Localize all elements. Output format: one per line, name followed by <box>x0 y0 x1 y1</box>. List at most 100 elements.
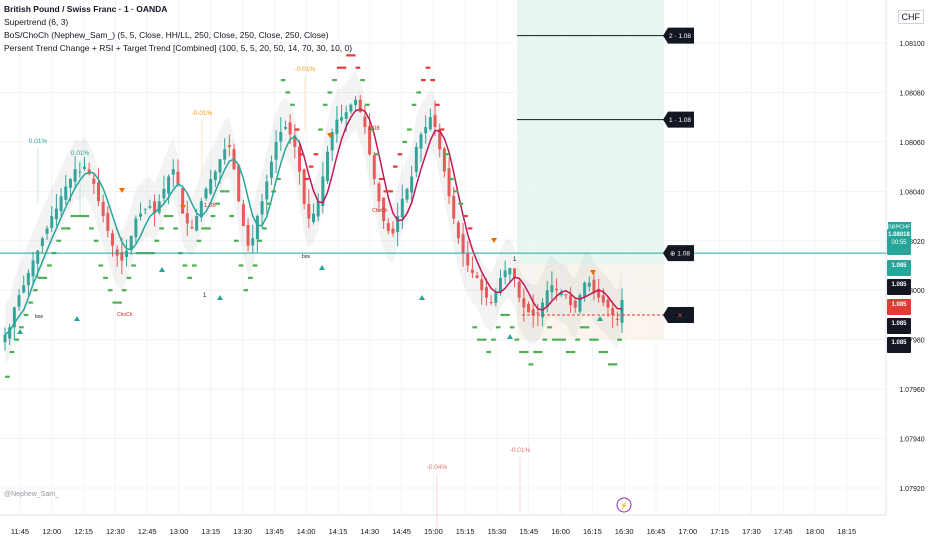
candle-body <box>199 201 203 218</box>
buy-signal-triangle <box>597 316 603 321</box>
candle-body <box>283 127 287 129</box>
symbol-title[interactable]: British Pound / Swiss Franc · 1 · OANDA <box>4 4 168 14</box>
candle-body <box>498 277 502 293</box>
candle-body <box>293 135 297 147</box>
y-tick-label: 1.08000 <box>899 288 924 295</box>
candle-body <box>297 146 301 172</box>
annotation-percent: -0.01% <box>510 447 531 454</box>
candle-body <box>134 218 138 238</box>
candle-body <box>321 176 325 206</box>
candle-body <box>340 117 344 121</box>
candle-body <box>302 169 306 204</box>
x-tick-label: 12:45 <box>138 527 157 536</box>
indicator-supertrend[interactable]: Supertrend (6, 3) <box>4 17 69 27</box>
y-tick-label: 1.08080 <box>899 90 924 97</box>
x-tick-label: 17:15 <box>710 527 729 536</box>
sell-signal-triangle <box>590 270 596 275</box>
lightning-icon[interactable] <box>616 497 632 513</box>
indicator-bos-choch[interactable]: BoS/ChoCh (Nephew_Sam_) (5, 5, Close, HH… <box>4 30 329 40</box>
candle-body <box>522 298 526 308</box>
candle-body <box>382 197 386 221</box>
candle-body <box>251 238 255 246</box>
price-tag[interactable] <box>887 260 911 276</box>
x-tick-label: 15:30 <box>488 527 507 536</box>
candle-body <box>368 126 372 155</box>
candle-body <box>307 204 311 219</box>
x-tick-label: 17:30 <box>742 527 761 536</box>
candle-body <box>354 99 358 105</box>
y-tick-label: 1.07960 <box>899 387 924 394</box>
price-tag[interactable] <box>887 337 911 353</box>
candle-body <box>26 272 30 286</box>
candle-body <box>181 188 185 214</box>
candle-body <box>12 307 16 328</box>
candle-body <box>466 253 470 266</box>
x-tick-label: 15:00 <box>424 527 443 536</box>
candle-body <box>517 281 521 298</box>
candle-body <box>241 204 245 226</box>
candle-body <box>615 318 619 320</box>
candle-body <box>204 188 208 199</box>
price-tag[interactable] <box>887 229 911 255</box>
candle-body <box>40 238 44 247</box>
candle-body <box>438 128 442 150</box>
candle-body <box>527 303 531 313</box>
x-tick-label: 13:15 <box>201 527 220 536</box>
y-tick-label: 1.07920 <box>899 486 924 493</box>
candle-body <box>227 145 231 147</box>
candle-body <box>452 196 456 219</box>
x-tick-label: 17:45 <box>774 527 793 536</box>
candle-body <box>442 148 446 172</box>
candle-body <box>265 181 269 200</box>
x-tick-label: 18:00 <box>806 527 825 536</box>
annotation-marker: 1 <box>513 257 517 263</box>
candle-body <box>555 288 559 291</box>
candle-body <box>358 99 362 113</box>
price-tag[interactable] <box>887 318 911 334</box>
price-tag-value: 1.085 <box>891 302 907 308</box>
candle-body <box>157 201 161 213</box>
x-tick-label: 15:45 <box>519 527 538 536</box>
y-tick-label: 1.07940 <box>899 437 924 444</box>
y-tick-label: 1.07980 <box>899 338 924 345</box>
candle-body <box>279 132 283 142</box>
candle-body <box>3 334 7 343</box>
symbol-tag[interactable] <box>888 222 911 231</box>
price-tag[interactable] <box>887 279 911 295</box>
annotation-percent: 0.01% <box>29 138 48 145</box>
candle-body <box>115 249 119 256</box>
candle-body <box>606 299 610 308</box>
y-tick-label: 1.08100 <box>899 41 924 48</box>
candle-body <box>386 223 390 231</box>
annotation-marker: 1 <box>203 293 207 299</box>
indicator-trend-rsi[interactable]: Persent Trend Change + RSI + Target Tren… <box>4 43 353 53</box>
x-tick-label: 12:30 <box>106 527 125 536</box>
candle-body <box>73 169 77 182</box>
candle-body <box>503 270 507 278</box>
buy-signal-triangle <box>319 265 325 270</box>
candle-body <box>143 208 147 210</box>
candle-body <box>195 216 199 231</box>
volatility-band <box>5 70 622 365</box>
target-label-tag[interactable] <box>663 111 694 128</box>
x-tick-label: 15:15 <box>456 527 475 536</box>
candle-body <box>583 282 587 297</box>
candle-body <box>578 295 582 312</box>
target-label-tag[interactable] <box>663 306 694 323</box>
sell-signal-triangle <box>119 188 125 193</box>
target-label-tag[interactable] <box>663 245 694 262</box>
candle-body <box>512 268 516 278</box>
candle-body <box>470 269 474 273</box>
candle-body <box>410 176 414 193</box>
candle-body <box>223 149 227 160</box>
target-label-tag[interactable] <box>663 27 694 44</box>
x-tick-label: 14:15 <box>329 527 348 536</box>
price-tag[interactable] <box>887 299 911 315</box>
x-tick-label: 13:00 <box>170 527 189 536</box>
candle-body <box>573 300 577 308</box>
price-tag-value: 1.085 <box>891 282 907 288</box>
price-tag-value: 1.085 <box>891 321 907 327</box>
annotation-bos: bos <box>35 314 44 320</box>
candle-body <box>480 279 484 291</box>
